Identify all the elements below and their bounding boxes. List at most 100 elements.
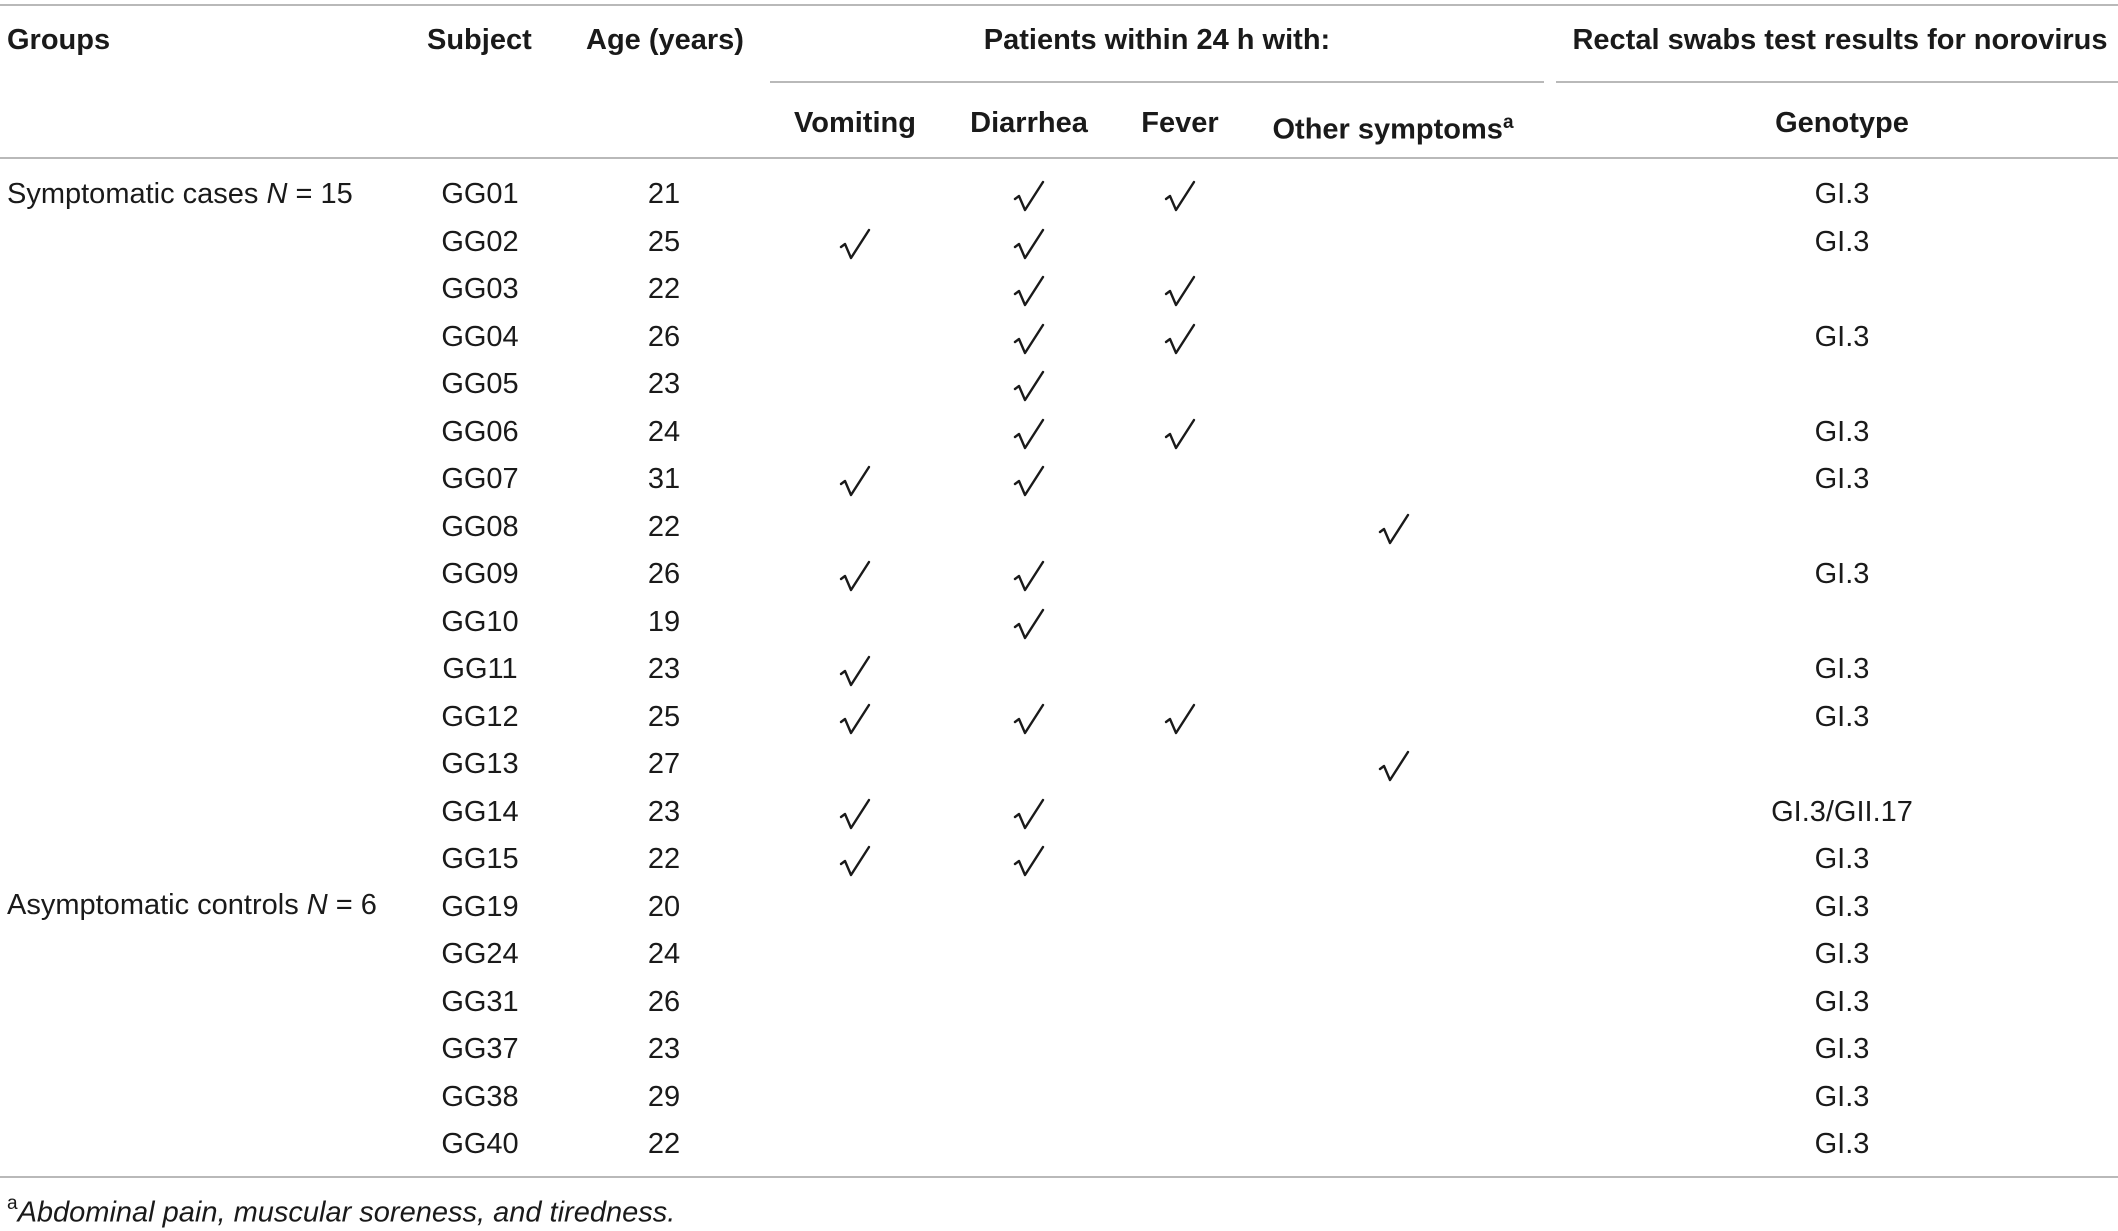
cell-age: 24 bbox=[647, 938, 681, 970]
group-label-symptomatic: Symptomatic cases N = 15 bbox=[7, 176, 353, 212]
cell-subject: GG31 bbox=[441, 985, 519, 1018]
check-icon-vomiting bbox=[839, 703, 871, 737]
check-icon-other bbox=[1378, 513, 1410, 547]
check-icon-fever bbox=[1164, 180, 1196, 214]
cell-genotype: GI.3 bbox=[1814, 938, 1870, 970]
group-label-text: Asymptomatic controls bbox=[7, 889, 307, 921]
cell-age: 27 bbox=[647, 748, 681, 780]
cell-subject: GG04 bbox=[441, 320, 519, 353]
group-label-count: = 6 bbox=[327, 889, 377, 921]
cell-age: 22 bbox=[647, 1128, 681, 1160]
cell-subject: GG08 bbox=[441, 510, 519, 543]
check-icon-diarrhea bbox=[1013, 703, 1045, 737]
cell-genotype: GI.3 bbox=[1814, 843, 1870, 875]
footnote: aAbdominal pain, muscular soreness, and … bbox=[7, 1188, 675, 1231]
cell-age: 22 bbox=[647, 510, 681, 543]
check-icon-vomiting bbox=[839, 228, 871, 262]
table-bottom-rule bbox=[0, 1176, 2118, 1178]
cell-age: 24 bbox=[647, 415, 681, 448]
cell-subject: GG01 bbox=[441, 178, 519, 210]
cell-age: 23 bbox=[647, 368, 681, 400]
group-label-var: N bbox=[266, 178, 288, 210]
header-bottom-rule bbox=[0, 157, 2118, 159]
check-icon-vomiting bbox=[839, 798, 871, 832]
cell-subject: GG06 bbox=[441, 415, 519, 448]
cell-subject: GG11 bbox=[442, 653, 518, 685]
cell-age: 23 bbox=[647, 1033, 681, 1065]
group-label-count: = 15 bbox=[287, 178, 353, 210]
header-other-symptoms: Other symptomsa bbox=[1272, 105, 1513, 148]
cell-age: 22 bbox=[647, 273, 681, 305]
cell-subject: GG02 bbox=[441, 225, 519, 258]
table-top-rule bbox=[0, 4, 2118, 6]
check-icon-vomiting bbox=[839, 845, 871, 879]
check-icon-fever bbox=[1164, 323, 1196, 357]
check-icon-diarrhea bbox=[1013, 370, 1045, 404]
cell-subject: GG24 bbox=[441, 938, 519, 970]
cell-genotype: GI.3 bbox=[1814, 225, 1870, 258]
cell-genotype: GI.3 bbox=[1814, 178, 1870, 210]
check-icon-diarrhea bbox=[1013, 465, 1045, 499]
cell-age: 20 bbox=[647, 890, 681, 923]
check-icon-fever bbox=[1164, 275, 1196, 309]
cell-subject: GG13 bbox=[441, 748, 519, 780]
header-subject: Subject bbox=[427, 24, 532, 56]
cell-subject: GG10 bbox=[441, 605, 519, 638]
footnote-text: Abdominal pain, muscular soreness, and t… bbox=[17, 1196, 676, 1229]
check-icon-diarrhea bbox=[1013, 608, 1045, 642]
group-label-text: Symptomatic cases bbox=[7, 178, 267, 210]
check-icon-vomiting bbox=[839, 560, 871, 594]
check-icon-diarrhea bbox=[1013, 275, 1045, 309]
check-icon-diarrhea bbox=[1013, 228, 1045, 262]
cell-subject: GG38 bbox=[441, 1080, 519, 1113]
check-icon-diarrhea bbox=[1013, 180, 1045, 214]
header-patients-group: Patients within 24 h with: bbox=[983, 24, 1331, 56]
cell-genotype: GI.3 bbox=[1814, 1033, 1870, 1065]
cell-genotype: GI.3 bbox=[1814, 320, 1870, 353]
rectal-group-rule bbox=[1556, 81, 2118, 83]
cell-age: 29 bbox=[647, 1080, 681, 1113]
cell-genotype: GI.3 bbox=[1814, 700, 1870, 733]
header-other-footnote-marker: a bbox=[1502, 112, 1514, 133]
header-groups: Groups bbox=[7, 24, 111, 56]
group-label-asymptomatic: Asymptomatic controls N = 6 bbox=[7, 887, 377, 923]
cell-genotype: GI.3 bbox=[1814, 1080, 1870, 1113]
cell-age: 23 bbox=[647, 653, 681, 685]
cell-age: 26 bbox=[647, 985, 681, 1018]
cell-subject: GG07 bbox=[441, 463, 519, 495]
cell-subject: GG15 bbox=[441, 843, 519, 875]
cell-age: 31 bbox=[647, 463, 681, 495]
header-other-label: Other symptoms bbox=[1272, 113, 1503, 146]
cell-age: 26 bbox=[647, 558, 681, 590]
header-genotype: Genotype bbox=[1775, 107, 1909, 139]
check-icon-diarrhea bbox=[1013, 560, 1045, 594]
patients-group-rule bbox=[770, 81, 1544, 83]
check-icon-vomiting bbox=[839, 655, 871, 689]
cell-subject: GG14 bbox=[441, 795, 519, 828]
cell-genotype: GI.3 bbox=[1814, 653, 1870, 685]
group-label-var: N bbox=[306, 889, 328, 921]
check-icon-diarrhea bbox=[1013, 323, 1045, 357]
cell-genotype: GI.3 bbox=[1814, 890, 1870, 923]
cell-subject: GG37 bbox=[441, 1033, 519, 1065]
header-age: Age (years) bbox=[586, 24, 744, 56]
cell-age: 26 bbox=[647, 320, 681, 353]
cell-subject: GG03 bbox=[441, 273, 519, 305]
cell-age: 23 bbox=[647, 795, 681, 828]
cell-age: 22 bbox=[647, 843, 681, 875]
check-icon-diarrhea bbox=[1013, 845, 1045, 879]
cell-age: 25 bbox=[647, 225, 681, 258]
header-fever: Fever bbox=[1141, 107, 1219, 139]
check-icon-diarrhea bbox=[1013, 418, 1045, 452]
cell-genotype: GI.3 bbox=[1814, 1128, 1870, 1160]
check-icon-other bbox=[1378, 750, 1410, 784]
cell-genotype: GI.3 bbox=[1814, 415, 1870, 448]
cell-subject: GG05 bbox=[441, 368, 519, 400]
cell-subject: GG12 bbox=[441, 700, 519, 733]
check-icon-fever bbox=[1164, 703, 1196, 737]
check-icon-vomiting bbox=[839, 465, 871, 499]
cell-genotype: GI.3 bbox=[1814, 558, 1870, 590]
cell-subject: GG09 bbox=[441, 558, 519, 590]
check-icon-diarrhea bbox=[1013, 798, 1045, 832]
cell-genotype: GI.3/GII.17 bbox=[1771, 795, 1913, 828]
